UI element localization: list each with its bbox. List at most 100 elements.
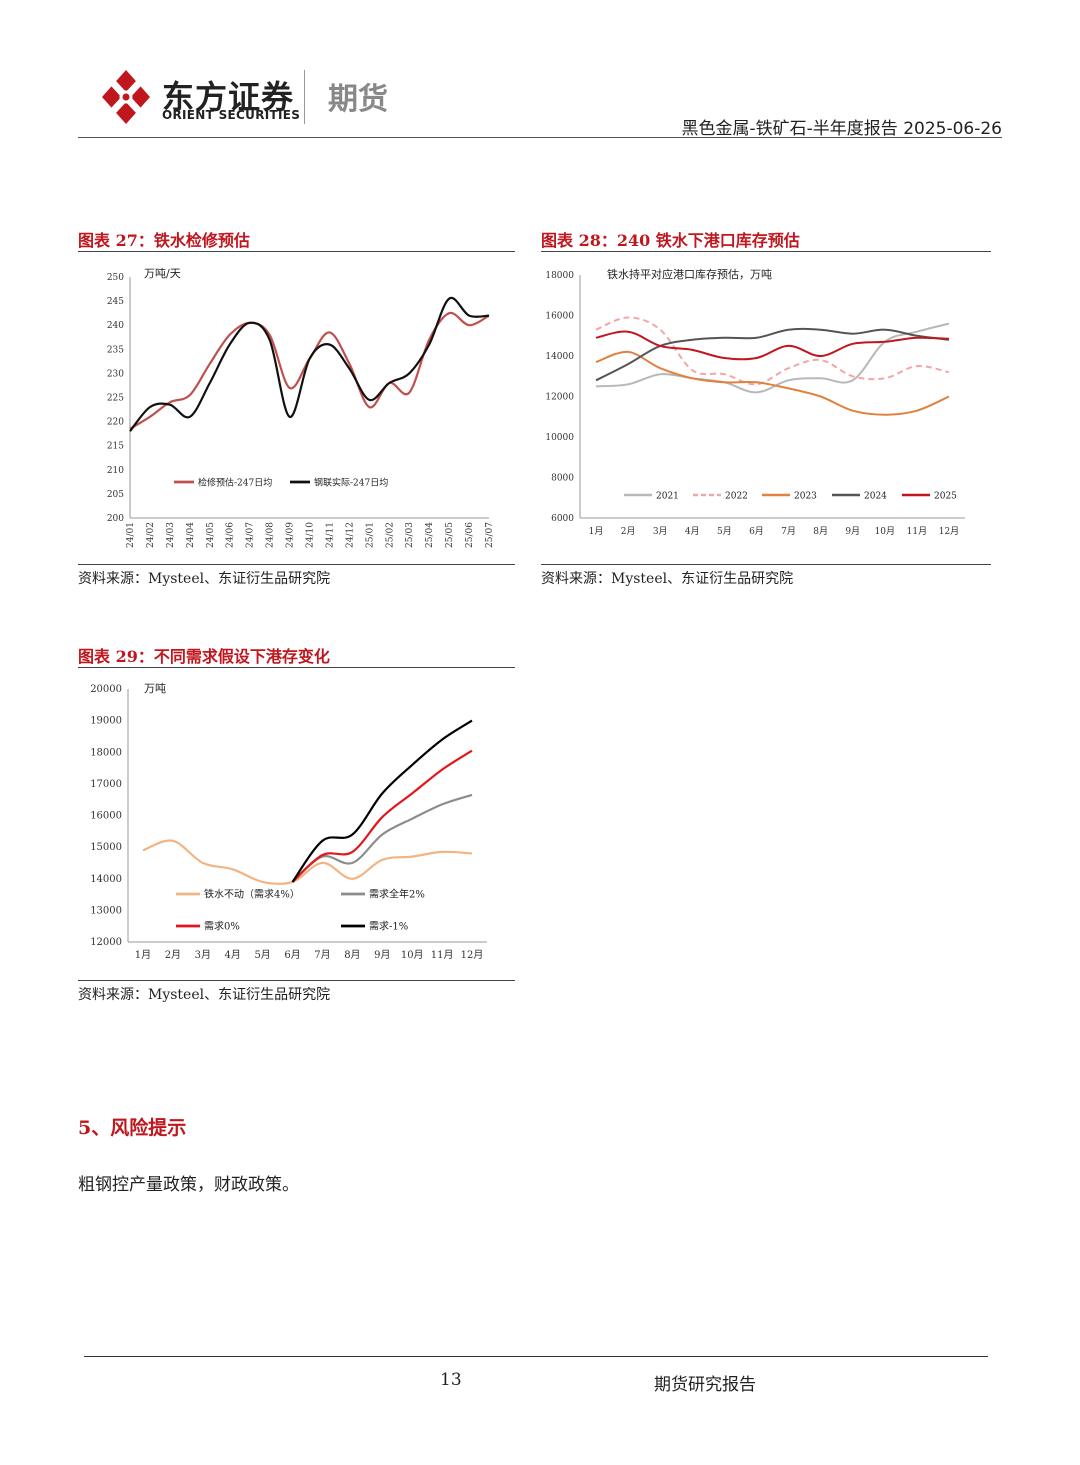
figure28-caption: 图表 28：240 铁水下港口库存预估 bbox=[541, 231, 800, 250]
x-tick-label: 7月 bbox=[781, 526, 796, 537]
series-line bbox=[291, 749, 473, 883]
legend-label: 2022 bbox=[725, 492, 748, 502]
figure29-caption: 图表 29：不同需求假设下港存变化 bbox=[78, 647, 330, 666]
x-tick-label: 11月 bbox=[907, 526, 927, 537]
figure27-source-rule bbox=[78, 564, 515, 565]
y-tick-label: 15000 bbox=[90, 842, 122, 853]
figure27-rule bbox=[78, 251, 515, 252]
x-tick-label: 10月 bbox=[401, 949, 424, 961]
y-tick-label: 205 bbox=[107, 490, 124, 500]
y-tick-label: 12000 bbox=[90, 937, 122, 948]
header-divider bbox=[78, 137, 1002, 138]
y-tick-label: 14000 bbox=[90, 874, 122, 885]
series-line bbox=[291, 793, 473, 883]
y-axis-unit-label: 万吨/天 bbox=[144, 267, 181, 280]
y-tick-label: 215 bbox=[107, 442, 124, 452]
x-tick-label: 6月 bbox=[284, 949, 300, 961]
x-tick-label: 24/07 bbox=[246, 522, 256, 548]
figure28-rule bbox=[541, 251, 991, 252]
y-tick-label: 18000 bbox=[90, 747, 122, 758]
y-tick-label: 19000 bbox=[90, 716, 122, 727]
y-tick-label: 12000 bbox=[545, 393, 574, 403]
y-tick-label: 13000 bbox=[90, 905, 122, 916]
legend-label: 需求-1% bbox=[369, 921, 408, 933]
x-tick-label: 24/05 bbox=[206, 522, 216, 548]
y-tick-label: 20000 bbox=[90, 684, 122, 695]
x-tick-label: 7月 bbox=[314, 949, 330, 961]
x-tick-label: 12月 bbox=[461, 949, 484, 961]
y-tick-label: 230 bbox=[107, 369, 124, 379]
series-line bbox=[595, 327, 950, 382]
figure28-source: 资料来源：Mysteel、东证衍生品研究院 bbox=[541, 571, 794, 587]
section-body: 粗钢控产量政策，财政政策。 bbox=[78, 1175, 299, 1195]
x-tick-label: 2月 bbox=[165, 949, 181, 961]
x-tick-label: 8月 bbox=[344, 949, 360, 961]
x-tick-label: 6月 bbox=[749, 526, 764, 537]
x-tick-label: 25/04 bbox=[425, 522, 435, 548]
series-line bbox=[291, 719, 473, 883]
report-title: 黑色金属-铁矿石-半年度报告 2025-06-26 bbox=[681, 119, 1002, 139]
y-tick-label: 200 bbox=[107, 514, 124, 524]
y-tick-label: 6000 bbox=[551, 514, 574, 524]
x-tick-label: 8月 bbox=[813, 526, 828, 537]
y-tick-label: 18000 bbox=[545, 271, 574, 281]
legend-label: 需求全年2% bbox=[369, 888, 425, 901]
x-tick-label: 3月 bbox=[195, 949, 211, 961]
legend-label: 铁水不动（需求4%） bbox=[204, 888, 300, 901]
figure27-source: 资料来源：Mysteel、东证衍生品研究院 bbox=[78, 571, 331, 587]
y-tick-label: 225 bbox=[107, 394, 124, 404]
y-tick-label: 235 bbox=[107, 345, 124, 355]
y-tick-label: 240 bbox=[107, 321, 124, 331]
x-tick-label: 24/01 bbox=[126, 522, 136, 548]
figure29-source: 资料来源：Mysteel、东证衍生品研究院 bbox=[78, 987, 331, 1003]
x-tick-label: 4月 bbox=[225, 949, 241, 961]
y-tick-label: 250 bbox=[107, 273, 124, 283]
footer-divider bbox=[84, 1356, 988, 1357]
x-tick-label: 25/03 bbox=[405, 522, 415, 548]
y-tick-label: 8000 bbox=[551, 474, 574, 484]
legend-label: 需求0% bbox=[204, 921, 240, 933]
y-tick-label: 16000 bbox=[90, 811, 122, 822]
series-line bbox=[595, 322, 950, 394]
legend-label: 钢联实际-247日均 bbox=[314, 477, 388, 489]
x-tick-label: 24/09 bbox=[286, 522, 296, 548]
y-axis-unit-label: 万吨 bbox=[144, 682, 166, 695]
brand-unit: 期货 bbox=[328, 82, 388, 117]
x-tick-label: 24/06 bbox=[226, 522, 236, 548]
x-tick-label: 10月 bbox=[875, 526, 895, 537]
x-tick-label: 24/04 bbox=[186, 522, 196, 548]
chart-title: 铁水持平对应港口库存预估，万吨 bbox=[607, 267, 772, 281]
x-tick-label: 9月 bbox=[374, 949, 390, 961]
legend-label: 2025 bbox=[934, 492, 957, 502]
figure29-rule bbox=[78, 667, 515, 668]
x-tick-label: 3月 bbox=[653, 526, 668, 537]
x-tick-label: 9月 bbox=[845, 526, 860, 537]
y-tick-label: 10000 bbox=[545, 433, 574, 443]
legend-label: 2021 bbox=[656, 492, 679, 502]
footer-label: 期货研究报告 bbox=[654, 1375, 756, 1395]
y-tick-label: 16000 bbox=[545, 312, 574, 322]
x-tick-label: 24/10 bbox=[306, 522, 316, 548]
section-title: 5、风险提示 bbox=[78, 1117, 187, 1139]
x-tick-label: 4月 bbox=[685, 526, 700, 537]
x-tick-label: 25/06 bbox=[465, 522, 475, 548]
legend-label: 2023 bbox=[794, 492, 817, 502]
y-tick-label: 14000 bbox=[545, 352, 574, 362]
series-line bbox=[595, 330, 950, 361]
series-line bbox=[595, 350, 950, 416]
x-tick-label: 5月 bbox=[717, 526, 732, 537]
x-tick-label: 24/02 bbox=[146, 522, 156, 548]
x-tick-label: 24/12 bbox=[345, 522, 355, 548]
x-tick-label: 1月 bbox=[589, 526, 604, 537]
brand-name-en: ORIENT SECURITIES bbox=[162, 108, 301, 122]
series-line bbox=[595, 316, 950, 386]
brand-name: 东方证券 bbox=[162, 78, 295, 116]
x-tick-label: 12月 bbox=[939, 526, 959, 537]
x-tick-label: 11月 bbox=[431, 949, 454, 961]
legend-label: 检修预估-247日均 bbox=[198, 477, 272, 489]
figure27-caption: 图表 27：铁水检修预估 bbox=[78, 231, 250, 250]
y-tick-label: 17000 bbox=[90, 779, 122, 790]
x-tick-label: 5月 bbox=[254, 949, 270, 961]
chart-port-inventory-estimate: 6000 8000 10000 12000 14000 16000 18000 1月 2月 3月 4… bbox=[545, 267, 965, 537]
y-tick-label: 210 bbox=[107, 466, 124, 476]
